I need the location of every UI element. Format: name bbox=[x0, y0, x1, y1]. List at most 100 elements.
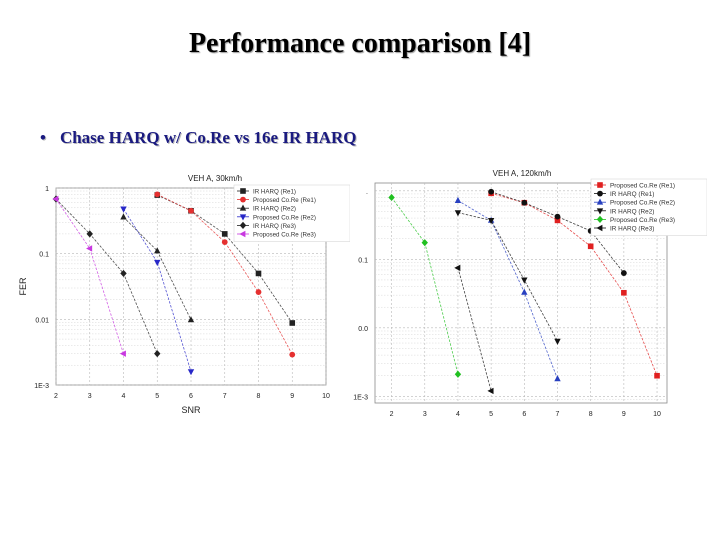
y-tick-label: 1 bbox=[45, 186, 49, 193]
data-point bbox=[554, 375, 561, 382]
data-point bbox=[587, 243, 594, 250]
bullet-dot: • bbox=[40, 128, 46, 147]
series-line bbox=[457, 200, 558, 380]
data-point bbox=[221, 231, 228, 237]
x-tick-label: 6 bbox=[189, 393, 193, 400]
y-tick-label: 0.1 bbox=[358, 257, 368, 264]
legend-label: Proposed Co.Re (Re2) bbox=[610, 200, 675, 207]
data-point bbox=[154, 259, 161, 266]
y-tick-label: 1E-3 bbox=[34, 383, 49, 390]
legend-marker bbox=[596, 224, 603, 232]
series-2 bbox=[154, 191, 296, 358]
data-point bbox=[119, 350, 126, 357]
y-tick-label: 0.1 bbox=[39, 252, 49, 259]
bullet-item: • Chase HARQ w/ Co.Re vs 16e IR HARQ bbox=[40, 128, 357, 148]
legend: Proposed Co.Re (Re1)IR HARQ (Re1) Propose… bbox=[590, 178, 707, 236]
data-point bbox=[620, 270, 627, 276]
legend-marker bbox=[596, 208, 604, 215]
x-tick-label: 9 bbox=[622, 411, 626, 418]
x-tick-label: 10 bbox=[653, 411, 661, 418]
chart-title: VEH A, 120km/h bbox=[493, 169, 552, 178]
data-point bbox=[188, 207, 194, 214]
x-tick-label: 8 bbox=[257, 393, 261, 400]
fer-chart-30kmh: 2 3 4 5 6 7 8 9 10 1 0.1 0.01 1E-3 SNR FER VEH A, 30km/… bbox=[18, 174, 350, 415]
legend-label: IR HARQ (Re2) bbox=[610, 208, 654, 215]
x-tick-label: 4 bbox=[122, 393, 126, 400]
x-tick-label: 7 bbox=[223, 393, 227, 400]
data-point bbox=[289, 320, 296, 326]
series-line bbox=[457, 212, 558, 342]
legend-label: Proposed Co.Re (Re3) bbox=[253, 232, 316, 239]
data-point bbox=[154, 350, 161, 358]
x-tick-label: 8 bbox=[589, 411, 593, 418]
legend: IR HARQ (Re1)Proposed Co.Re (Re1) IR HARQ… bbox=[233, 184, 350, 242]
data-point bbox=[454, 210, 462, 217]
data-point bbox=[654, 372, 660, 379]
data-point bbox=[154, 247, 161, 254]
legend-label: IR HARQ (Re3) bbox=[253, 223, 296, 230]
legend-marker bbox=[596, 215, 604, 223]
x-tick-label: 5 bbox=[489, 411, 493, 418]
x-tick-label: 2 bbox=[54, 393, 58, 400]
data-point bbox=[86, 245, 93, 252]
data-point bbox=[554, 217, 561, 224]
data-point bbox=[554, 213, 561, 220]
x-tick-label: 6 bbox=[522, 411, 526, 418]
legend-box bbox=[233, 184, 350, 242]
legend-label: Proposed Co.Re (Re1) bbox=[253, 197, 316, 204]
series-line bbox=[457, 267, 492, 392]
data-point bbox=[52, 195, 59, 203]
series-4 bbox=[454, 210, 561, 345]
series-6 bbox=[52, 195, 126, 357]
data-point bbox=[289, 351, 296, 358]
x-tick-label: 3 bbox=[88, 393, 92, 400]
x-tick-label: 5 bbox=[155, 393, 159, 400]
x-tick-label: 7 bbox=[556, 411, 560, 418]
slide-title: Performance comparison [4] bbox=[188, 28, 532, 59]
legend-marker bbox=[597, 190, 603, 197]
series-4 bbox=[120, 206, 195, 376]
data-point bbox=[621, 289, 627, 296]
legend-label: IR HARQ (Re3) bbox=[610, 226, 654, 233]
legend-box bbox=[590, 178, 707, 236]
data-point bbox=[554, 338, 561, 345]
data-point bbox=[255, 289, 262, 295]
data-point bbox=[187, 316, 195, 323]
legend-label: Proposed Co.Re (Re2) bbox=[253, 214, 316, 221]
data-point bbox=[388, 193, 395, 202]
data-point bbox=[488, 188, 495, 195]
legend-marker bbox=[239, 214, 247, 221]
x-tick-label: 10 bbox=[322, 393, 330, 400]
data-point bbox=[454, 196, 462, 203]
series-3 bbox=[120, 213, 195, 323]
bullet-text: Chase HARQ w/ Co.Re vs 16e IR HARQ bbox=[59, 128, 357, 147]
legend-marker bbox=[240, 188, 246, 194]
legend-marker bbox=[239, 230, 246, 238]
data-point bbox=[255, 270, 262, 277]
legend-marker bbox=[239, 221, 247, 229]
data-point bbox=[120, 213, 127, 220]
legend-marker bbox=[596, 198, 604, 205]
y-axis-label: FER bbox=[345, 283, 347, 302]
legend-label: IR HARQ (Re1) bbox=[253, 189, 296, 196]
data-point bbox=[154, 191, 161, 198]
series-line bbox=[55, 198, 158, 354]
x-axis-label: SNR bbox=[181, 405, 201, 415]
data-point bbox=[221, 239, 228, 246]
data-point bbox=[187, 369, 195, 376]
y-axis-label: FER bbox=[18, 277, 28, 296]
data-point bbox=[521, 199, 528, 206]
legend-label: Proposed Co.Re (Re3) bbox=[610, 217, 675, 224]
series-line bbox=[157, 194, 293, 355]
y-tick-label: 0.01 bbox=[35, 317, 49, 324]
legend-label: Proposed Co.Re (Re1) bbox=[610, 183, 675, 190]
chart-title: VEH A, 30km/h bbox=[188, 174, 242, 183]
series-line bbox=[490, 191, 625, 274]
data-point bbox=[521, 277, 528, 284]
data-point bbox=[421, 239, 428, 247]
data-point bbox=[521, 288, 528, 295]
x-tick-label: 3 bbox=[423, 411, 427, 418]
data-point bbox=[487, 217, 495, 225]
data-point bbox=[487, 387, 494, 395]
